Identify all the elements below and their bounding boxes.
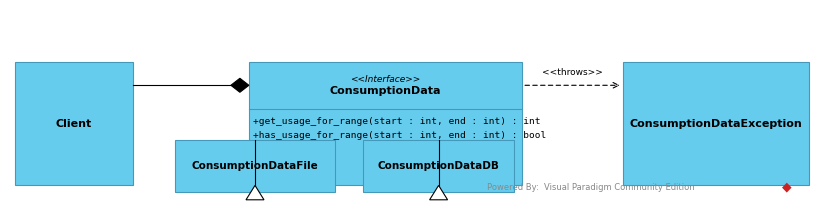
Polygon shape (231, 78, 249, 92)
Text: ConsumptionData: ConsumptionData (330, 86, 441, 96)
Text: ConsumptionDataDB: ConsumptionDataDB (378, 161, 499, 171)
Text: ConsumptionDataFile: ConsumptionDataFile (192, 161, 318, 171)
Polygon shape (429, 185, 448, 200)
Bar (249, 62, 522, 185)
Text: +get_usage_for_range(start : int, end : int) : int: +get_usage_for_range(start : int, end : … (253, 117, 540, 126)
Bar (175, 140, 335, 192)
Bar (363, 140, 514, 192)
Text: <<Interface>>: <<Interface>> (350, 75, 421, 84)
Bar (15, 62, 133, 185)
Text: ◆: ◆ (782, 181, 792, 194)
Text: <<throws>>: <<throws>> (542, 68, 603, 77)
Bar (623, 62, 809, 185)
Text: Powered By:  Visual Paradigm Community Edition: Powered By: Visual Paradigm Community Ed… (487, 183, 694, 192)
Polygon shape (246, 185, 264, 200)
Text: ConsumptionDataException: ConsumptionDataException (629, 119, 802, 129)
Text: Client: Client (55, 119, 92, 129)
Text: +has_usage_for_range(start : int, end : int) : bool: +has_usage_for_range(start : int, end : … (253, 131, 546, 140)
